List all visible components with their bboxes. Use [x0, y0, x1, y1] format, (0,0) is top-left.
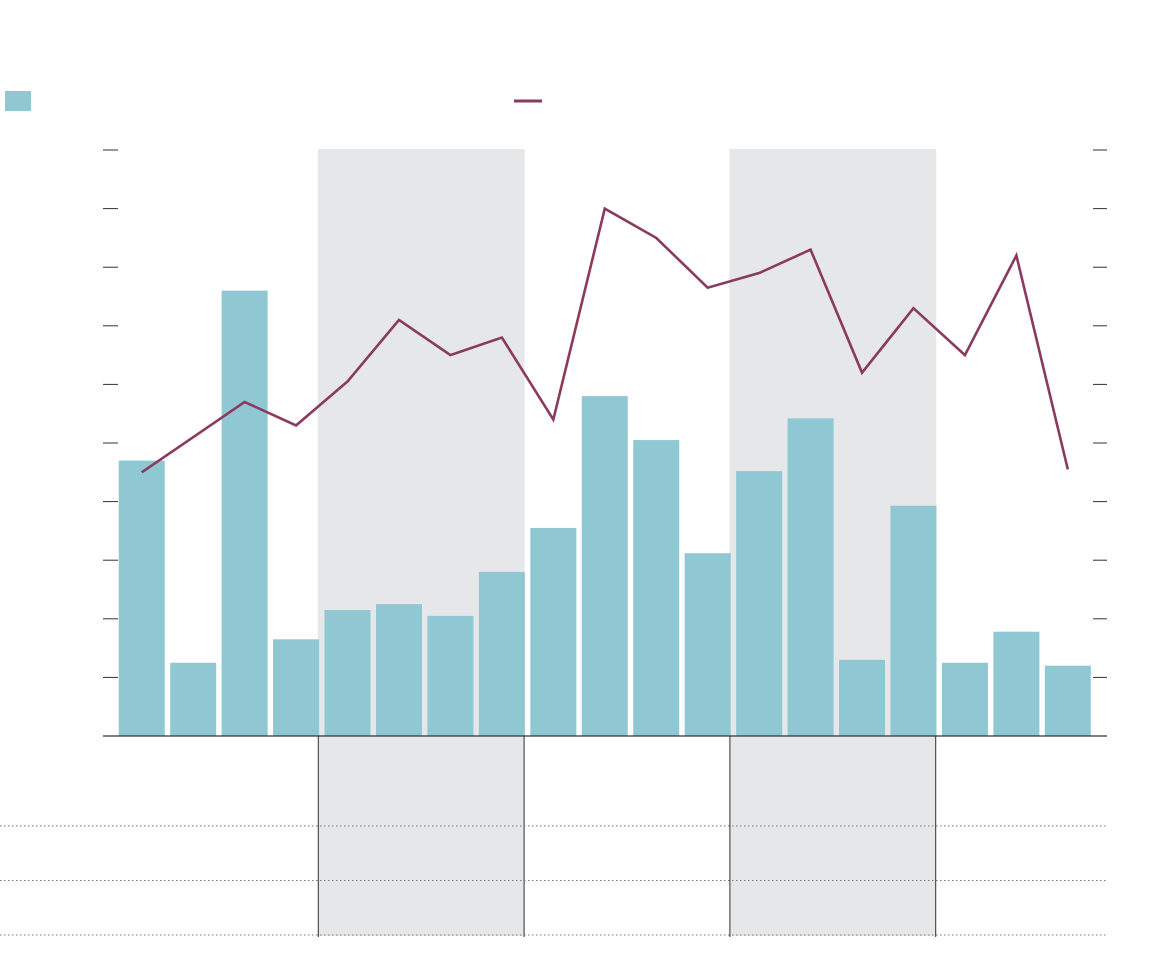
legend-bar-swatch — [5, 91, 31, 111]
bar — [839, 659, 886, 736]
bar — [684, 553, 731, 736]
bar — [427, 615, 474, 736]
axis-ticks — [103, 149, 1107, 678]
shaded-bands — [317, 149, 937, 936]
legend — [5, 91, 542, 111]
shaded-band-table — [317, 736, 525, 936]
line-series — [140, 206, 1070, 474]
bar — [324, 610, 371, 736]
bar — [170, 662, 217, 736]
bar-series — [118, 290, 1091, 736]
bar — [787, 418, 834, 736]
bar — [221, 290, 268, 736]
bar — [478, 571, 525, 736]
bar — [736, 471, 783, 736]
bar — [581, 396, 628, 736]
bar — [941, 662, 988, 736]
bar — [1044, 665, 1091, 736]
bar — [633, 440, 680, 736]
shaded-band-table — [729, 736, 937, 936]
period-table — [0, 736, 1108, 937]
bar — [375, 604, 422, 736]
bar — [118, 460, 165, 736]
bar — [890, 505, 937, 736]
bar — [993, 631, 1040, 736]
bar — [530, 527, 577, 736]
bar — [273, 639, 320, 736]
